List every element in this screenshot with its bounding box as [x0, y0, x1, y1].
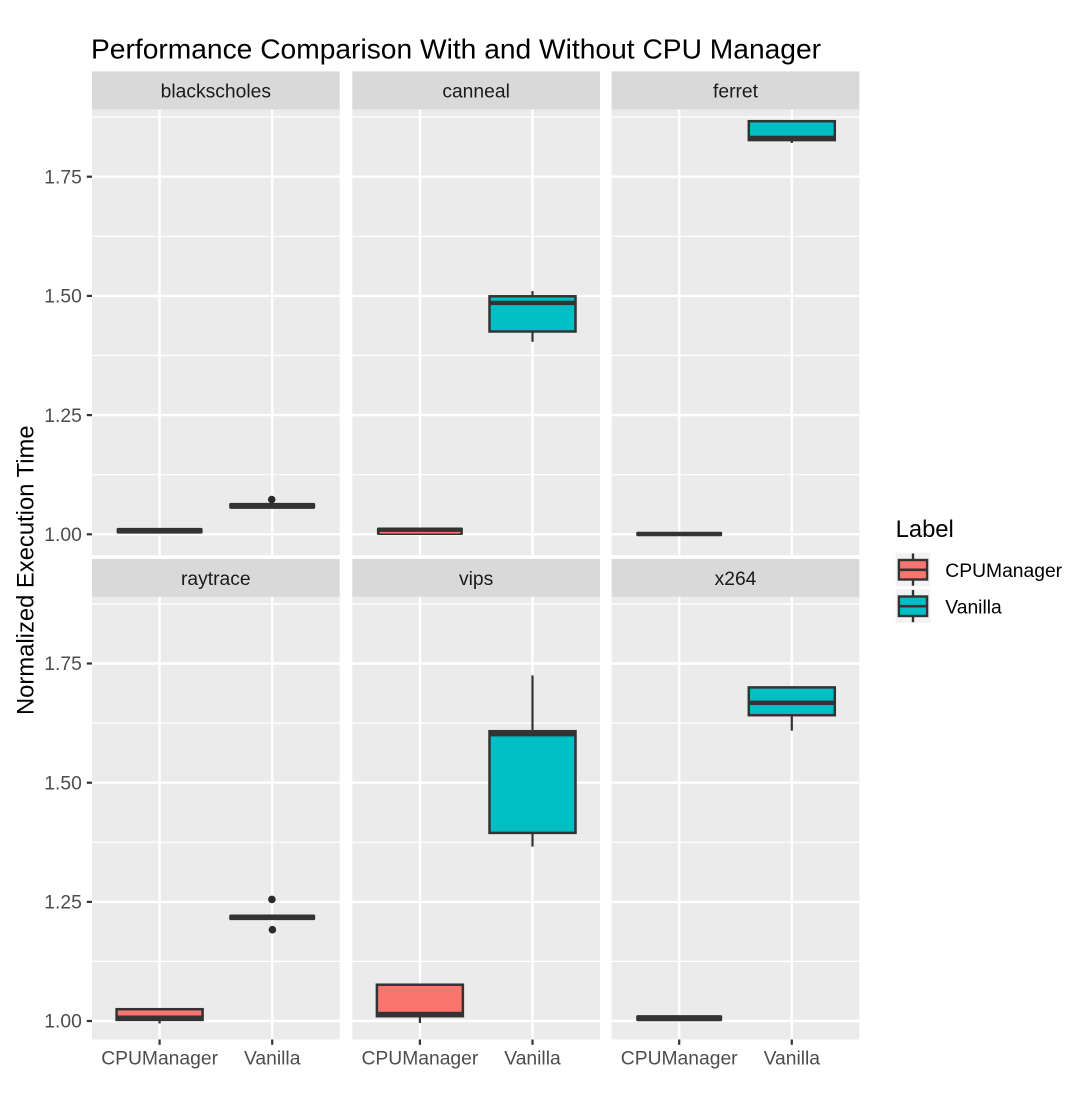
svg-text:raytrace: raytrace [181, 569, 251, 590]
svg-text:CPUManager: CPUManager [621, 1049, 738, 1070]
svg-text:1.75: 1.75 [44, 654, 82, 675]
svg-text:1.75: 1.75 [44, 167, 82, 188]
svg-text:1.50: 1.50 [44, 773, 82, 794]
svg-text:1.00: 1.00 [44, 525, 82, 546]
svg-text:Vanilla: Vanilla [244, 1049, 301, 1070]
svg-text:x264: x264 [715, 569, 757, 590]
svg-text:1.25: 1.25 [44, 406, 82, 427]
svg-text:CPUManager: CPUManager [945, 561, 1062, 582]
svg-text:CPUManager: CPUManager [361, 1049, 478, 1070]
svg-text:Vanilla: Vanilla [945, 597, 1002, 618]
svg-text:canneal: canneal [442, 82, 510, 103]
svg-text:Vanilla: Vanilla [504, 1049, 561, 1070]
svg-text:Performance Comparison With an: Performance Comparison With and Without … [91, 33, 821, 65]
svg-text:vips: vips [459, 569, 493, 590]
svg-text:blackscholes: blackscholes [161, 82, 271, 103]
svg-text:1.50: 1.50 [44, 287, 82, 308]
svg-text:Normalized Execution Time: Normalized Execution Time [13, 425, 40, 715]
svg-text:CPUManager: CPUManager [101, 1049, 218, 1070]
svg-text:1.25: 1.25 [44, 893, 82, 914]
svg-text:ferret: ferret [713, 82, 759, 103]
svg-text:1.00: 1.00 [44, 1012, 82, 1033]
svg-text:Vanilla: Vanilla [764, 1049, 821, 1070]
svg-text:Label: Label [896, 516, 954, 543]
